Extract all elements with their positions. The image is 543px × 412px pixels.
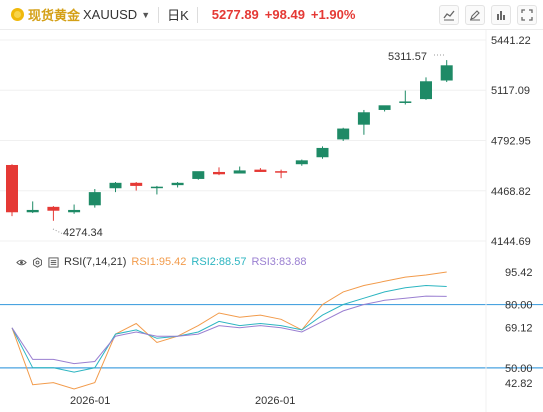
rsi-tick-label: 42.82 <box>505 378 533 390</box>
candle <box>26 201 39 214</box>
rsi-level-lines <box>0 252 543 412</box>
rsi-series-line <box>11 271 447 390</box>
rsi-tick-label: 69.12 <box>505 323 533 335</box>
symbol-chinese-name[interactable]: 现货黄金 <box>28 8 81 23</box>
rsi-tick-label: 50.00 <box>505 363 533 375</box>
rsi1-value: RSI1:95.42 <box>131 256 187 268</box>
settings-icon[interactable] <box>32 256 43 268</box>
candle <box>192 171 205 180</box>
high-annotation: 5311.57 <box>388 51 446 63</box>
price-change: +98.49 <box>264 7 305 22</box>
fullscreen-button[interactable] <box>517 5 537 25</box>
candle <box>399 90 412 105</box>
rsi-series-line <box>11 284 447 373</box>
candle <box>47 206 60 221</box>
price-tick-label: 4792.95 <box>491 136 531 148</box>
rsi-tick-label: 95.42 <box>505 267 533 279</box>
high-price-label: 5311.57 <box>388 51 427 63</box>
price-grid <box>0 30 487 252</box>
candle <box>150 185 163 195</box>
rsi3-value: RSI3:83.88 <box>251 256 307 268</box>
rsi-indicator-name: RSI(7,14,21) <box>64 256 127 268</box>
indicator-button[interactable] <box>491 5 511 25</box>
price-axis: 5441.22 5117.09 4792.95 4468.82 4144.69 <box>491 35 531 248</box>
price-tick-label: 5441.22 <box>491 35 531 47</box>
candle <box>130 182 143 191</box>
candle <box>213 167 225 176</box>
last-price: 5277.89 <box>211 7 259 22</box>
divider <box>196 6 198 23</box>
candle <box>233 166 246 174</box>
price-tick-label: 4468.82 <box>491 186 531 198</box>
candle <box>275 169 288 179</box>
eye-icon[interactable] <box>16 257 27 268</box>
price-change-percent: +1.90% <box>310 7 356 22</box>
candle <box>357 109 370 135</box>
period-selector[interactable]: 日K <box>167 8 189 23</box>
rsi-tick-label: 80.00 <box>505 300 533 312</box>
candle <box>109 182 122 193</box>
time-label: 2026-01 <box>70 395 110 407</box>
candle <box>295 159 308 166</box>
low-price-label: 4274.34 <box>63 227 103 239</box>
chart-type-button[interactable] <box>439 5 459 25</box>
fullscreen-icon <box>521 9 533 21</box>
indicator-icon <box>497 11 505 20</box>
divider <box>158 6 160 23</box>
chart-type-icon <box>443 10 455 21</box>
chevron-down-icon[interactable]: ▼ <box>141 9 151 20</box>
rsi-legend: RSI(7,14,21) RSI1:95.42 RSI2:88.57 RSI3:… <box>16 256 307 268</box>
candle <box>68 204 81 214</box>
chart-header: 现货黄金 XAUUSD ▼ 日K 5277.89 +98.49 +1.90% <box>0 0 543 30</box>
candle <box>88 189 101 208</box>
price-tick-label: 5117.09 <box>491 85 530 97</box>
candle <box>440 60 453 83</box>
candlestick-chart[interactable]: 5441.22 5117.09 4792.95 4468.82 4144.69 5311… <box>0 30 543 252</box>
rsi2-value: RSI2:88.57 <box>191 256 247 268</box>
symbol-code[interactable]: XAUUSD <box>83 7 138 22</box>
rsi-axis: 95.42 80.00 69.12 50.00 42.82 <box>505 267 533 390</box>
candle <box>171 182 184 188</box>
candle <box>254 168 267 172</box>
candle <box>378 105 391 112</box>
time-label: 2026-01 <box>255 395 295 407</box>
candle <box>420 77 432 100</box>
rsi-chart[interactable]: 95.42 80.00 69.12 50.00 42.82 2026-01 2026-0… <box>0 252 543 412</box>
rsi-lines <box>11 271 447 390</box>
time-axis: 2026-01 2026-01 <box>70 395 295 407</box>
toolbar <box>439 5 537 25</box>
low-annotation: 4274.34 <box>52 227 103 239</box>
price-tick-label: 4144.69 <box>491 236 531 248</box>
candles <box>6 60 453 221</box>
draw-icon <box>470 10 480 21</box>
indicator-menu-icon[interactable] <box>48 256 59 268</box>
candle <box>6 164 18 217</box>
rsi-series-line <box>11 295 447 365</box>
candle <box>337 127 350 141</box>
candle <box>316 146 329 159</box>
gold-coin-icon <box>11 8 24 21</box>
draw-button[interactable] <box>465 5 485 25</box>
